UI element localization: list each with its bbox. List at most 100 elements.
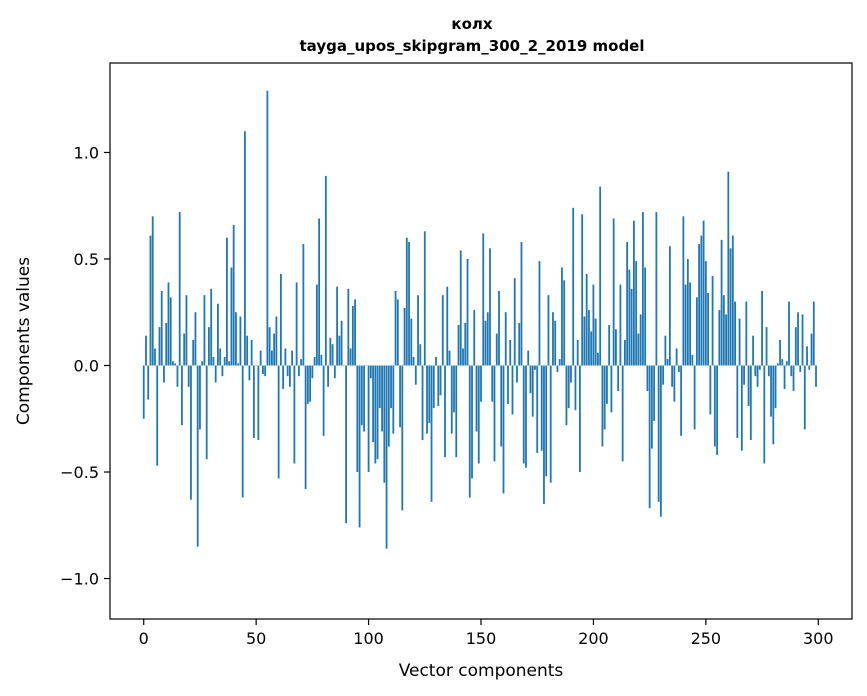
bar — [248, 365, 251, 381]
bar — [410, 318, 413, 366]
bar — [349, 348, 352, 366]
bar — [756, 365, 759, 387]
bar — [241, 365, 244, 498]
bar — [439, 365, 442, 396]
bar — [367, 365, 370, 473]
y-tick-label: −0.5 — [60, 463, 99, 482]
bar — [336, 286, 338, 366]
bar — [540, 365, 543, 451]
bar — [554, 320, 557, 366]
x-tick-label: 100 — [353, 629, 384, 648]
bar — [230, 267, 233, 366]
bar — [228, 361, 231, 366]
bar — [531, 365, 534, 417]
bar — [270, 350, 273, 366]
bar — [624, 339, 626, 366]
bar — [772, 365, 775, 445]
x-tick-label: 300 — [803, 629, 834, 648]
bar — [691, 354, 694, 366]
bar — [797, 312, 799, 366]
bar — [513, 278, 516, 366]
x-tick-label: 150 — [466, 629, 497, 648]
bar — [668, 246, 671, 366]
bar — [567, 365, 570, 409]
bar — [477, 365, 480, 464]
bar — [372, 365, 374, 443]
bar — [432, 365, 435, 409]
x-axis-label: Vector components — [399, 661, 564, 681]
bar — [376, 365, 379, 460]
bar — [390, 365, 392, 409]
bar — [792, 365, 795, 392]
bar — [648, 365, 651, 509]
bar — [610, 365, 613, 413]
bar — [239, 316, 242, 366]
bar — [253, 365, 255, 438]
bar — [322, 365, 325, 436]
bar — [219, 348, 222, 366]
bar — [315, 284, 318, 366]
bar — [597, 352, 599, 366]
bar — [599, 186, 602, 366]
bar — [812, 301, 815, 366]
bar — [453, 365, 455, 413]
bar — [423, 231, 426, 366]
bar — [603, 365, 606, 430]
bar — [563, 280, 566, 366]
bar — [810, 333, 813, 366]
bar — [677, 365, 680, 372]
bar — [486, 312, 489, 366]
bar — [142, 365, 145, 419]
bar — [558, 359, 561, 366]
bar — [608, 325, 611, 366]
bar — [327, 365, 329, 387]
bar — [504, 312, 507, 366]
bar — [201, 361, 204, 366]
bar — [288, 365, 291, 387]
bar — [149, 235, 152, 366]
bar — [725, 314, 727, 366]
bar — [758, 365, 761, 370]
bar — [430, 365, 433, 502]
bar — [385, 365, 388, 549]
bar — [740, 365, 743, 451]
bar — [356, 365, 359, 473]
bar — [570, 365, 572, 383]
bar — [309, 365, 312, 402]
bar — [471, 365, 473, 479]
bar — [673, 365, 676, 402]
bar — [293, 365, 296, 464]
bar — [650, 365, 653, 449]
bar — [626, 241, 629, 366]
bar — [259, 350, 262, 366]
bar — [516, 365, 518, 383]
bar — [657, 365, 660, 502]
bar — [268, 327, 271, 366]
bar — [277, 365, 280, 479]
bar — [588, 310, 590, 366]
bar — [763, 365, 766, 464]
bar — [250, 339, 253, 366]
bar — [417, 295, 419, 366]
bar — [767, 365, 770, 377]
bar — [682, 216, 685, 366]
bar — [347, 288, 350, 366]
bar — [675, 348, 678, 366]
bar — [790, 365, 793, 377]
bar — [779, 339, 781, 366]
bar — [662, 365, 665, 385]
bar — [275, 316, 278, 366]
bar — [637, 333, 640, 366]
bar — [408, 241, 410, 366]
bar — [462, 348, 464, 366]
bar — [147, 365, 150, 400]
bar — [163, 365, 165, 383]
bar — [713, 365, 716, 447]
bar — [441, 295, 444, 366]
bar — [718, 310, 721, 366]
bar — [702, 220, 705, 366]
bar — [333, 365, 336, 379]
bar — [338, 335, 341, 366]
bar — [381, 365, 383, 432]
